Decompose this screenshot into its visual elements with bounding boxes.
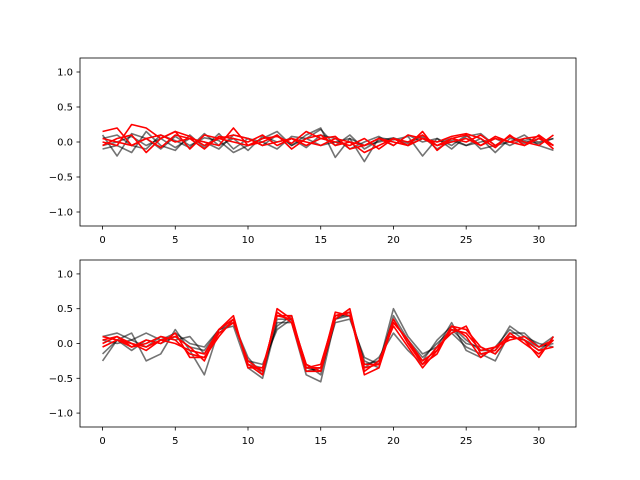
bottom-plot-y-tick-label: −1.0 [49,409,73,420]
top-plot-red-series-line-6 [102,123,554,154]
top-plot-y-tick-label: 1.0 [57,68,73,79]
bottom-plot-y-tick-label: 1.0 [57,269,73,280]
bottom-plot-x-tick-label: 0 [99,436,105,447]
top-plot-y-tick-label: −1.0 [49,208,73,219]
bottom-plot-x-tick-label: 10 [242,436,255,447]
bottom-plot-gray-series-line-1 [101,314,554,383]
bottom-plot-x-axis: 0 5 10 15 20 25 30 [99,427,545,447]
bottom-plot-x-tick-label: 25 [460,436,473,447]
bottom-plot-x-tick-label: 15 [314,436,327,447]
top-plot-series [101,123,554,163]
top-plot-x-tick-label: 25 [460,235,473,246]
bottom-plot-red-series-line-8 [102,311,555,373]
bottom-plot-y-tick-label: −0.5 [49,374,73,385]
bottom-plot-y-tick-label: 0.0 [57,339,73,350]
top-plot-y-tick-label: 0.0 [57,138,73,149]
bottom-plot-x-tick-label: 5 [172,436,178,447]
bottom-plot-x-tick-label: 30 [533,436,546,447]
bottom-plot-y-tick-label: 0.5 [57,304,73,315]
top-plot: 0 5 10 15 20 25 30 −1.0 −0.5 0.0 0.5 1.0 [49,57,577,246]
top-plot-x-tick-label: 30 [533,235,546,246]
top-plot-x-tick-label: 20 [387,235,400,246]
bottom-plot: 0 5 10 15 20 25 30 −1.0 −0.5 0.0 0.5 1.0 [49,259,577,447]
top-plot-red-series-line-7 [102,130,554,154]
bottom-plot-y-axis: −1.0 −0.5 0.0 0.5 1.0 [49,269,80,420]
top-plot-x-axis: 0 5 10 15 20 25 30 [99,226,545,246]
bottom-plot-x-tick-label: 20 [387,436,400,447]
top-plot-red-series-line-8 [102,134,554,150]
top-plot-x-tick-label: 15 [314,235,327,246]
bottom-plot-series [101,307,555,383]
top-plot-y-axis: −1.0 −0.5 0.0 0.5 1.0 [49,68,80,219]
top-plot-y-tick-label: −0.5 [49,173,73,184]
top-plot-x-tick-label: 10 [242,235,255,246]
top-plot-x-tick-label: 5 [172,235,178,246]
top-plot-y-tick-label: 0.5 [57,103,73,114]
bottom-plot-red-series-line-7 [102,311,555,369]
top-plot-gray-series-line-4 [102,134,554,150]
top-plot-x-tick-label: 0 [99,235,105,246]
